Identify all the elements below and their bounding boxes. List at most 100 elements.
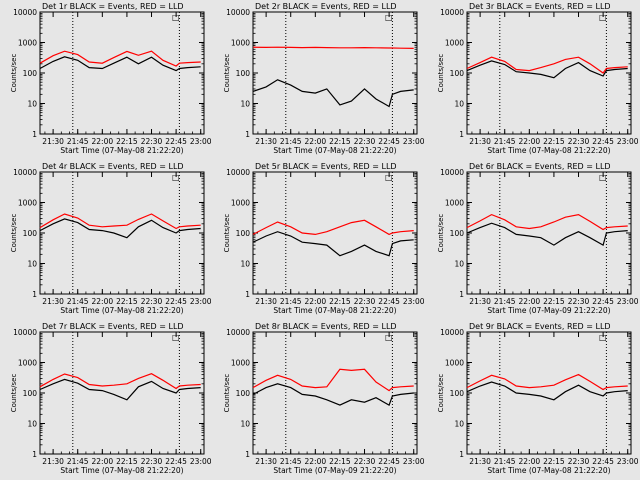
- panel-title: Det 7r BLACK = Events, RED = LLD: [42, 322, 184, 331]
- y-tick-label: 10000: [440, 328, 464, 337]
- x-tick-label: 22:45: [165, 297, 187, 306]
- x-tick-label: 22:30: [354, 457, 376, 466]
- x-tick-label: 23:00: [403, 457, 425, 466]
- x-axis-label: Start Time (07-May-08 21:22:20): [60, 146, 183, 155]
- events-series-line: [252, 383, 414, 406]
- x-tick-label: 22:15: [329, 297, 351, 306]
- lld-series-line: [252, 368, 414, 392]
- y-tick-label: 1: [32, 450, 37, 459]
- x-tick-label: 23:00: [403, 137, 425, 146]
- x-tick-label: 21:30: [42, 297, 64, 306]
- lld-series-line: [39, 373, 201, 390]
- y-tick-label: 10: [454, 420, 464, 429]
- x-tick-label: 22:15: [329, 137, 351, 146]
- y-tick-label: 100: [450, 69, 465, 78]
- x-tick-label: 23:00: [190, 457, 212, 466]
- x-tick-label: 21:30: [42, 137, 64, 146]
- y-tick-label: 10000: [226, 8, 250, 17]
- x-tick-label: 21:45: [280, 457, 302, 466]
- x-tick-label: 22:15: [116, 137, 138, 146]
- x-axis-label: Start Time (07-May-08 21:22:20): [60, 306, 183, 315]
- panel-title: Det 4r BLACK = Events, RED = LLD: [42, 162, 184, 171]
- corner-mark: □: [172, 173, 180, 182]
- panel-det-1: Det 1r BLACK = Events, RED = LLD □ 1 10 100 1…: [10, 2, 212, 155]
- corner-mark: □: [385, 13, 393, 22]
- x-tick-label: 21:30: [255, 137, 277, 146]
- x-tick-label: 22:45: [592, 457, 614, 466]
- x-tick-label: 22:30: [568, 457, 590, 466]
- panel-title: Det 9r BLACK = Events, RED = LLD: [469, 322, 611, 331]
- events-series-line: [252, 79, 414, 108]
- panel-det-6: Det 6r BLACK = Events, RED = LLD □ 1 10 100 1…: [437, 162, 639, 315]
- x-axis-label: Start Time (07-May-09 21:22:20): [273, 466, 396, 475]
- y-axis-label: Counts/sec: [223, 214, 231, 253]
- x-tick-label: 22:00: [519, 297, 541, 306]
- panel-title: Det 8r BLACK = Events, RED = LLD: [255, 322, 397, 331]
- y-tick-label: 10000: [226, 168, 250, 177]
- x-tick-label: 21:45: [67, 137, 89, 146]
- panel-title: Det 2r BLACK = Events, RED = LLD: [255, 2, 397, 11]
- y-tick-label: 10000: [13, 8, 37, 17]
- corner-mark: □: [599, 173, 607, 182]
- x-axis-label: Start Time (07-May-08 21:22:20): [60, 466, 183, 475]
- events-series-line: [466, 381, 628, 401]
- y-tick-label: 1000: [445, 199, 464, 208]
- y-tick-label: 1: [245, 290, 250, 299]
- x-tick-label: 23:00: [617, 297, 639, 306]
- x-tick-label: 21:30: [42, 457, 64, 466]
- y-tick-label: 10000: [440, 8, 464, 17]
- y-tick-label: 10: [454, 100, 464, 109]
- y-tick-label: 1: [459, 450, 464, 459]
- x-tick-label: 22:00: [519, 457, 541, 466]
- events-series-line: [466, 222, 628, 247]
- y-tick-label: 100: [450, 389, 465, 398]
- lld-series-line: [252, 219, 414, 236]
- corner-mark: □: [385, 333, 393, 342]
- y-tick-label: 10: [454, 260, 464, 269]
- x-tick-label: 22:45: [592, 297, 614, 306]
- y-tick-label: 10000: [226, 328, 250, 337]
- x-tick-label: 22:00: [305, 137, 327, 146]
- y-axis-label: Counts/sec: [10, 214, 18, 253]
- x-tick-label: 22:45: [378, 297, 400, 306]
- events-series-line: [39, 378, 201, 401]
- x-tick-label: 21:45: [67, 457, 89, 466]
- corner-mark: □: [172, 13, 180, 22]
- x-tick-label: 23:00: [617, 457, 639, 466]
- y-tick-label: 10000: [13, 328, 37, 337]
- x-tick-label: 23:00: [190, 297, 212, 306]
- x-axis-label: Start Time (07-May-08 21:22:20): [487, 146, 610, 155]
- y-tick-label: 1000: [18, 199, 37, 208]
- x-tick-label: 21:30: [255, 457, 277, 466]
- x-tick-label: 22:15: [543, 457, 565, 466]
- events-series-line: [466, 60, 628, 79]
- y-tick-label: 100: [236, 69, 251, 78]
- lld-series-line: [39, 213, 201, 230]
- x-tick-label: 21:45: [280, 137, 302, 146]
- y-axis-label: Counts/sec: [437, 374, 445, 413]
- x-tick-label: 22:15: [543, 137, 565, 146]
- corner-mark: □: [385, 173, 393, 182]
- y-axis-label: Counts/sec: [437, 54, 445, 93]
- y-tick-label: 10: [240, 260, 250, 269]
- x-tick-label: 23:00: [617, 137, 639, 146]
- y-tick-label: 10: [27, 260, 37, 269]
- x-tick-label: 22:15: [116, 297, 138, 306]
- y-tick-label: 1000: [445, 359, 464, 368]
- panel-title: Det 3r BLACK = Events, RED = LLD: [469, 2, 611, 11]
- lld-series-line: [466, 213, 628, 231]
- x-tick-label: 22:30: [141, 137, 163, 146]
- panel-det-5: Det 5r BLACK = Events, RED = LLD □ 1 10 100 1…: [223, 162, 425, 315]
- panel-title: Det 5r BLACK = Events, RED = LLD: [255, 162, 397, 171]
- panel-det-9: Det 9r BLACK = Events, RED = LLD □ 1 10 100 1…: [437, 322, 639, 475]
- x-tick-label: 21:45: [67, 297, 89, 306]
- x-tick-label: 22:00: [92, 297, 114, 306]
- y-tick-label: 100: [23, 69, 38, 78]
- y-tick-label: 1: [32, 290, 37, 299]
- y-tick-label: 10: [240, 100, 250, 109]
- x-tick-label: 21:30: [469, 137, 491, 146]
- panel-det-4: Det 4r BLACK = Events, RED = LLD □ 1 10 100 1…: [10, 162, 212, 315]
- x-tick-label: 22:45: [378, 457, 400, 466]
- x-axis-label: Start Time (07-May-08 21:22:20): [273, 306, 396, 315]
- x-tick-label: 21:30: [255, 297, 277, 306]
